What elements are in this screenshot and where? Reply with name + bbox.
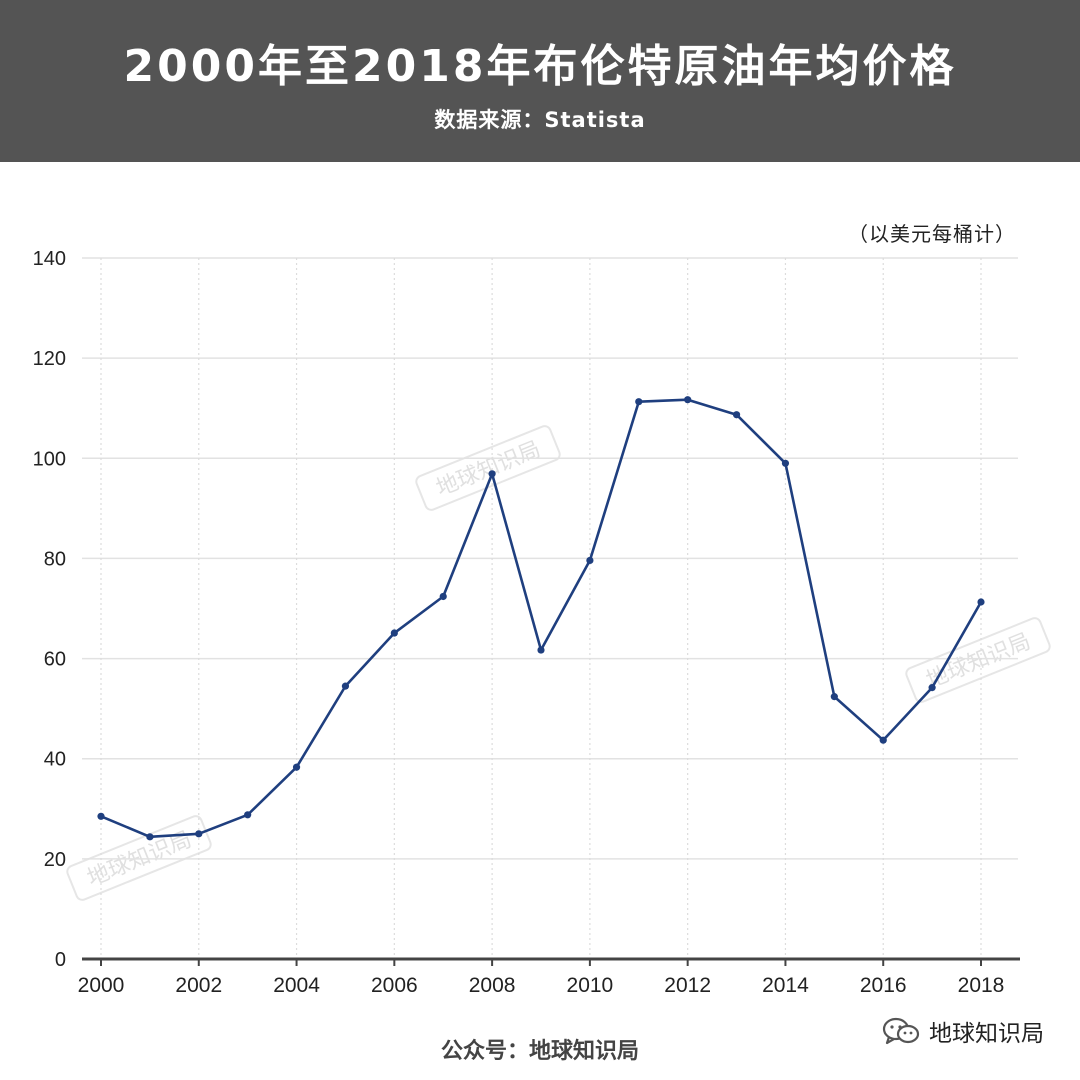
wechat-icon (881, 1016, 921, 1046)
y-tick-label: 140 (33, 248, 66, 270)
x-tick-label: 2006 (371, 974, 418, 997)
y-tick-label: 60 (44, 649, 66, 671)
data-point (928, 684, 936, 692)
data-point (292, 763, 301, 771)
watermark: 地球知识局 (66, 815, 212, 901)
data-point (537, 646, 545, 654)
y-tick-label: 80 (44, 548, 66, 570)
data-point (488, 470, 496, 478)
watermark-frame (905, 617, 1051, 703)
y-tick-label: 20 (44, 849, 66, 871)
series-layer (97, 396, 985, 841)
x-tick-label: 2014 (762, 974, 809, 997)
chart-title: 2000年至2018年布伦特原油年均价格 (123, 41, 957, 92)
data-point (97, 812, 105, 820)
y-tick-label: 0 (55, 949, 66, 971)
watermark: 地球知识局 (905, 617, 1051, 703)
chart-header: 2000年至2018年布伦特原油年均价格 数据来源：Statista (0, 0, 1080, 162)
unit-label: （以美元每桶计） (848, 222, 1016, 246)
chart-source: 数据来源：Statista (434, 108, 646, 132)
x-tick-label: 2016 (860, 974, 907, 997)
data-point (635, 398, 643, 406)
data-point (439, 592, 447, 601)
data-point (390, 629, 398, 637)
x-tick-label: 2000 (78, 974, 125, 997)
data-point (977, 598, 985, 606)
x-tick-label: 2010 (567, 974, 614, 997)
watermark: 地球知识局 (415, 425, 561, 511)
data-point (146, 833, 154, 841)
data-point (341, 682, 350, 690)
grid-layer (82, 257, 1018, 959)
data-point (244, 811, 252, 819)
data-point (732, 411, 741, 419)
x-tick-label: 2004 (273, 974, 320, 997)
data-point (586, 556, 594, 565)
y-tick-label: 120 (33, 348, 66, 370)
data-point (879, 736, 887, 744)
footer-account: 公众号：地球知识局 (440, 1039, 639, 1064)
x-tick-label: 2002 (175, 974, 222, 997)
watermark-text: 地球知识局 (923, 629, 1034, 693)
data-point (684, 396, 692, 404)
watermark-text: 地球知识局 (433, 437, 544, 501)
data-point (195, 830, 203, 838)
wechat-badge: 地球知识局 (881, 1014, 1044, 1048)
y-tick-label: 40 (44, 749, 66, 771)
x-tick-label: 2018 (958, 974, 1005, 997)
x-tick-label: 2012 (664, 974, 711, 997)
data-point (781, 459, 790, 467)
wechat-name: 地球知识局 (929, 1021, 1044, 1047)
x-tick-label: 2008 (469, 974, 516, 997)
y-tick-label: 100 (33, 448, 66, 470)
data-point (830, 693, 838, 701)
axis-layer: 0 20 40 60 80 100 120 140 2000 2002 2004 2006 2008 20… (33, 248, 1020, 997)
